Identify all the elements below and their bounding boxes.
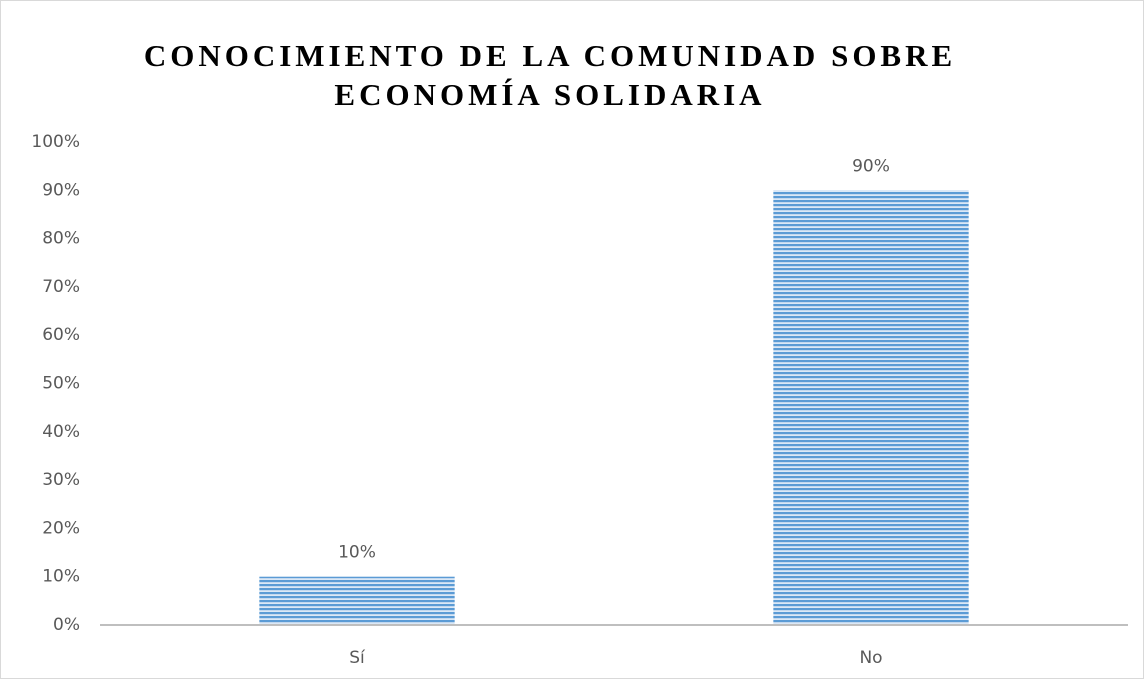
y-tick-label: 0% (53, 615, 80, 635)
y-tick-label: 20% (42, 518, 80, 538)
x-tick-label: No (859, 648, 882, 668)
bar (259, 576, 455, 625)
y-tick-label: 70% (42, 277, 80, 297)
x-tick-label: Sí (349, 648, 366, 668)
chart-title: CONOCIMIENTO DE LA COMUNIDAD SOBRE (144, 38, 956, 73)
y-tick-label: 30% (42, 470, 80, 490)
data-label: 90% (852, 156, 890, 176)
y-tick-label: 50% (42, 374, 80, 394)
y-tick-label: 10% (42, 567, 80, 587)
y-tick-label: 80% (42, 229, 80, 249)
y-tick-label: 100% (31, 132, 80, 152)
bar (773, 190, 969, 626)
data-label: 10% (338, 543, 376, 563)
y-tick-label: 90% (42, 180, 80, 200)
y-tick-label: 40% (42, 422, 80, 442)
y-tick-label: 60% (42, 325, 80, 345)
chart-title: ECONOMÍA SOLIDARIA (334, 77, 765, 112)
